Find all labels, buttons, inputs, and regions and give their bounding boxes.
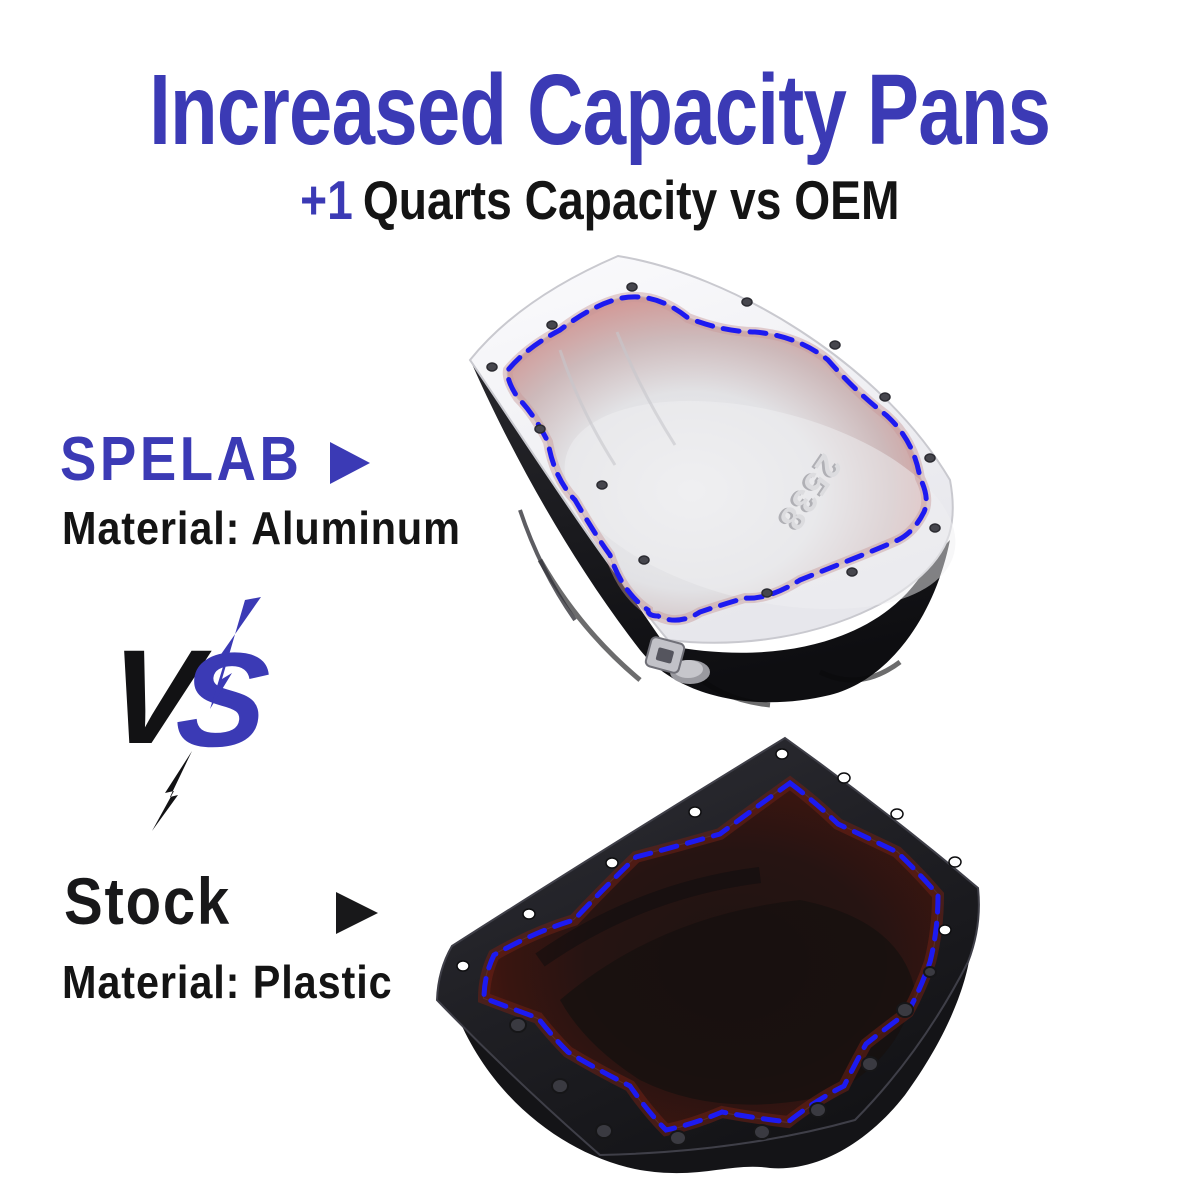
stock-gasket-outline-dashed — [481, 779, 941, 1133]
subtitle-highlight: +1 — [300, 169, 353, 231]
brand-label-spelab: SPELAB — [60, 429, 335, 491]
page-title: Increased Capacity Pans — [0, 60, 1200, 160]
subtitle: +1 Quarts Capacity vs OEM — [0, 173, 1200, 228]
stock-bolt-holes — [456, 748, 962, 972]
material-label-aluminum-text: Material: Aluminum — [62, 502, 461, 554]
material-label-plastic: Material: Plastic — [62, 959, 429, 1005]
spelab-right-arrow-icon — [330, 442, 370, 484]
material-label-plastic-text: Material: Plastic — [62, 956, 393, 1008]
stock-bolt-bosses — [509, 966, 937, 1146]
stock-right-arrow-icon — [336, 892, 378, 934]
lightning-bolt-icon — [152, 597, 261, 831]
spelab-pan-image: 2538 2538 — [468, 254, 956, 708]
brand-label-spelab-text: SPELAB — [60, 425, 303, 494]
gasket-outline-dashed — [505, 294, 929, 623]
pan-interior: 2538 2538 — [507, 296, 956, 621]
brand-label-stock: Stock — [64, 868, 254, 934]
versus-badge: V S — [100, 595, 282, 835]
material-label-aluminum: Material: Aluminum — [62, 505, 505, 551]
pan-body — [472, 364, 950, 708]
brand-label-stock-text: Stock — [64, 864, 231, 938]
page-title-text: Increased Capacity Pans — [149, 54, 1051, 166]
stock-pan-interior — [484, 783, 938, 1130]
bolt-holes — [486, 282, 941, 598]
stock-pan-image — [435, 736, 980, 1174]
drain-plug-icon — [644, 636, 710, 684]
subtitle-text: Quarts Capacity vs OEM — [363, 169, 900, 231]
